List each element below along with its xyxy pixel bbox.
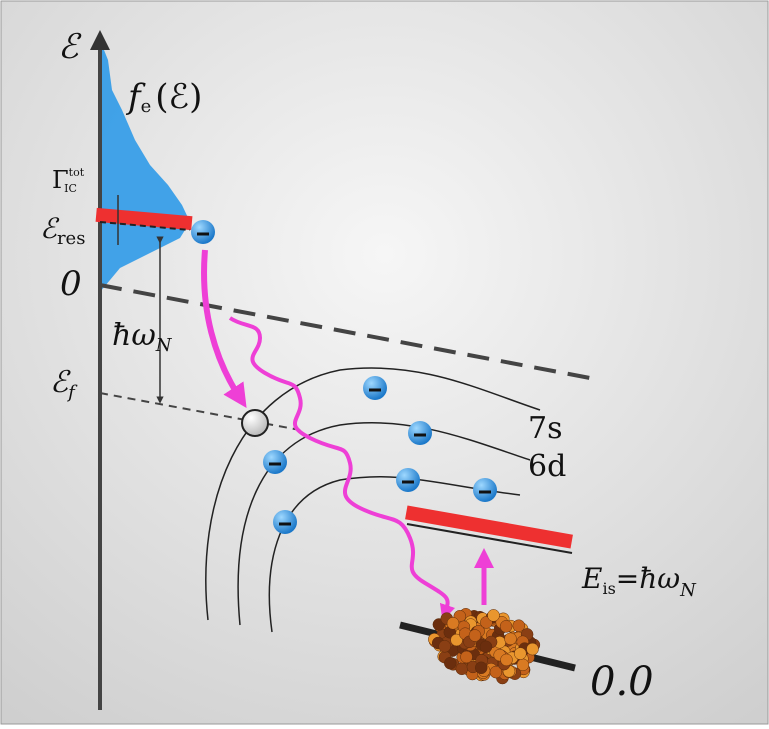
nucleon	[513, 620, 525, 632]
nucleon	[488, 609, 500, 621]
nucleon	[475, 662, 487, 674]
electron-body	[408, 421, 432, 445]
subscript: is	[602, 579, 615, 598]
electron-body	[396, 468, 420, 492]
shell-7s-label: 7s	[528, 411, 562, 446]
electron-body	[273, 510, 297, 534]
nucleon	[447, 617, 459, 629]
subscript: IC	[64, 182, 77, 195]
nucleon	[517, 659, 529, 671]
electron	[263, 450, 287, 474]
distribution-label: fe(ℰ)	[125, 77, 202, 117]
nucleon	[469, 630, 481, 642]
subscript: e	[141, 96, 152, 117]
electron-body	[473, 478, 497, 502]
nucleon	[480, 641, 492, 653]
ground-label: 0.0	[590, 659, 654, 705]
energy-axis-label: ℰ	[58, 27, 82, 67]
nucleon	[500, 620, 512, 632]
hole	[242, 410, 268, 436]
electron	[396, 468, 420, 492]
page: ℰ fe(ℰ) ΓtotIC ℰres 0 ħωN ℰf 7s 6d Eis=ħ…	[0, 0, 769, 725]
subscript: res	[57, 228, 86, 249]
nucleon	[514, 648, 526, 660]
subscript: N	[155, 335, 173, 356]
superscript: tot	[69, 166, 85, 179]
rest-subscript: N	[679, 580, 697, 601]
electron-body	[191, 220, 215, 244]
electron	[191, 220, 215, 244]
nucleon	[527, 643, 539, 655]
electron-body	[363, 376, 387, 400]
electron	[473, 478, 497, 502]
electron	[363, 376, 387, 400]
diagram: ℰ fe(ℰ) ΓtotIC ℰres 0 ħωN ℰf 7s 6d Eis=ħ…	[0, 0, 769, 725]
electron	[408, 421, 432, 445]
nucleon	[501, 654, 513, 666]
nucleon	[439, 640, 451, 652]
nucleon	[456, 663, 468, 675]
symbol: ħω	[112, 318, 156, 353]
zero-label: 0	[60, 264, 82, 304]
electron	[273, 510, 297, 534]
rest: =ħω	[616, 562, 680, 595]
electron-body	[263, 450, 287, 474]
nucleon	[505, 633, 517, 645]
nucleon	[461, 651, 473, 663]
shell-6d-label: 6d	[528, 449, 566, 484]
argument: (ℰ)	[155, 77, 202, 117]
symbol: E	[581, 562, 602, 595]
nucleon	[444, 657, 456, 669]
